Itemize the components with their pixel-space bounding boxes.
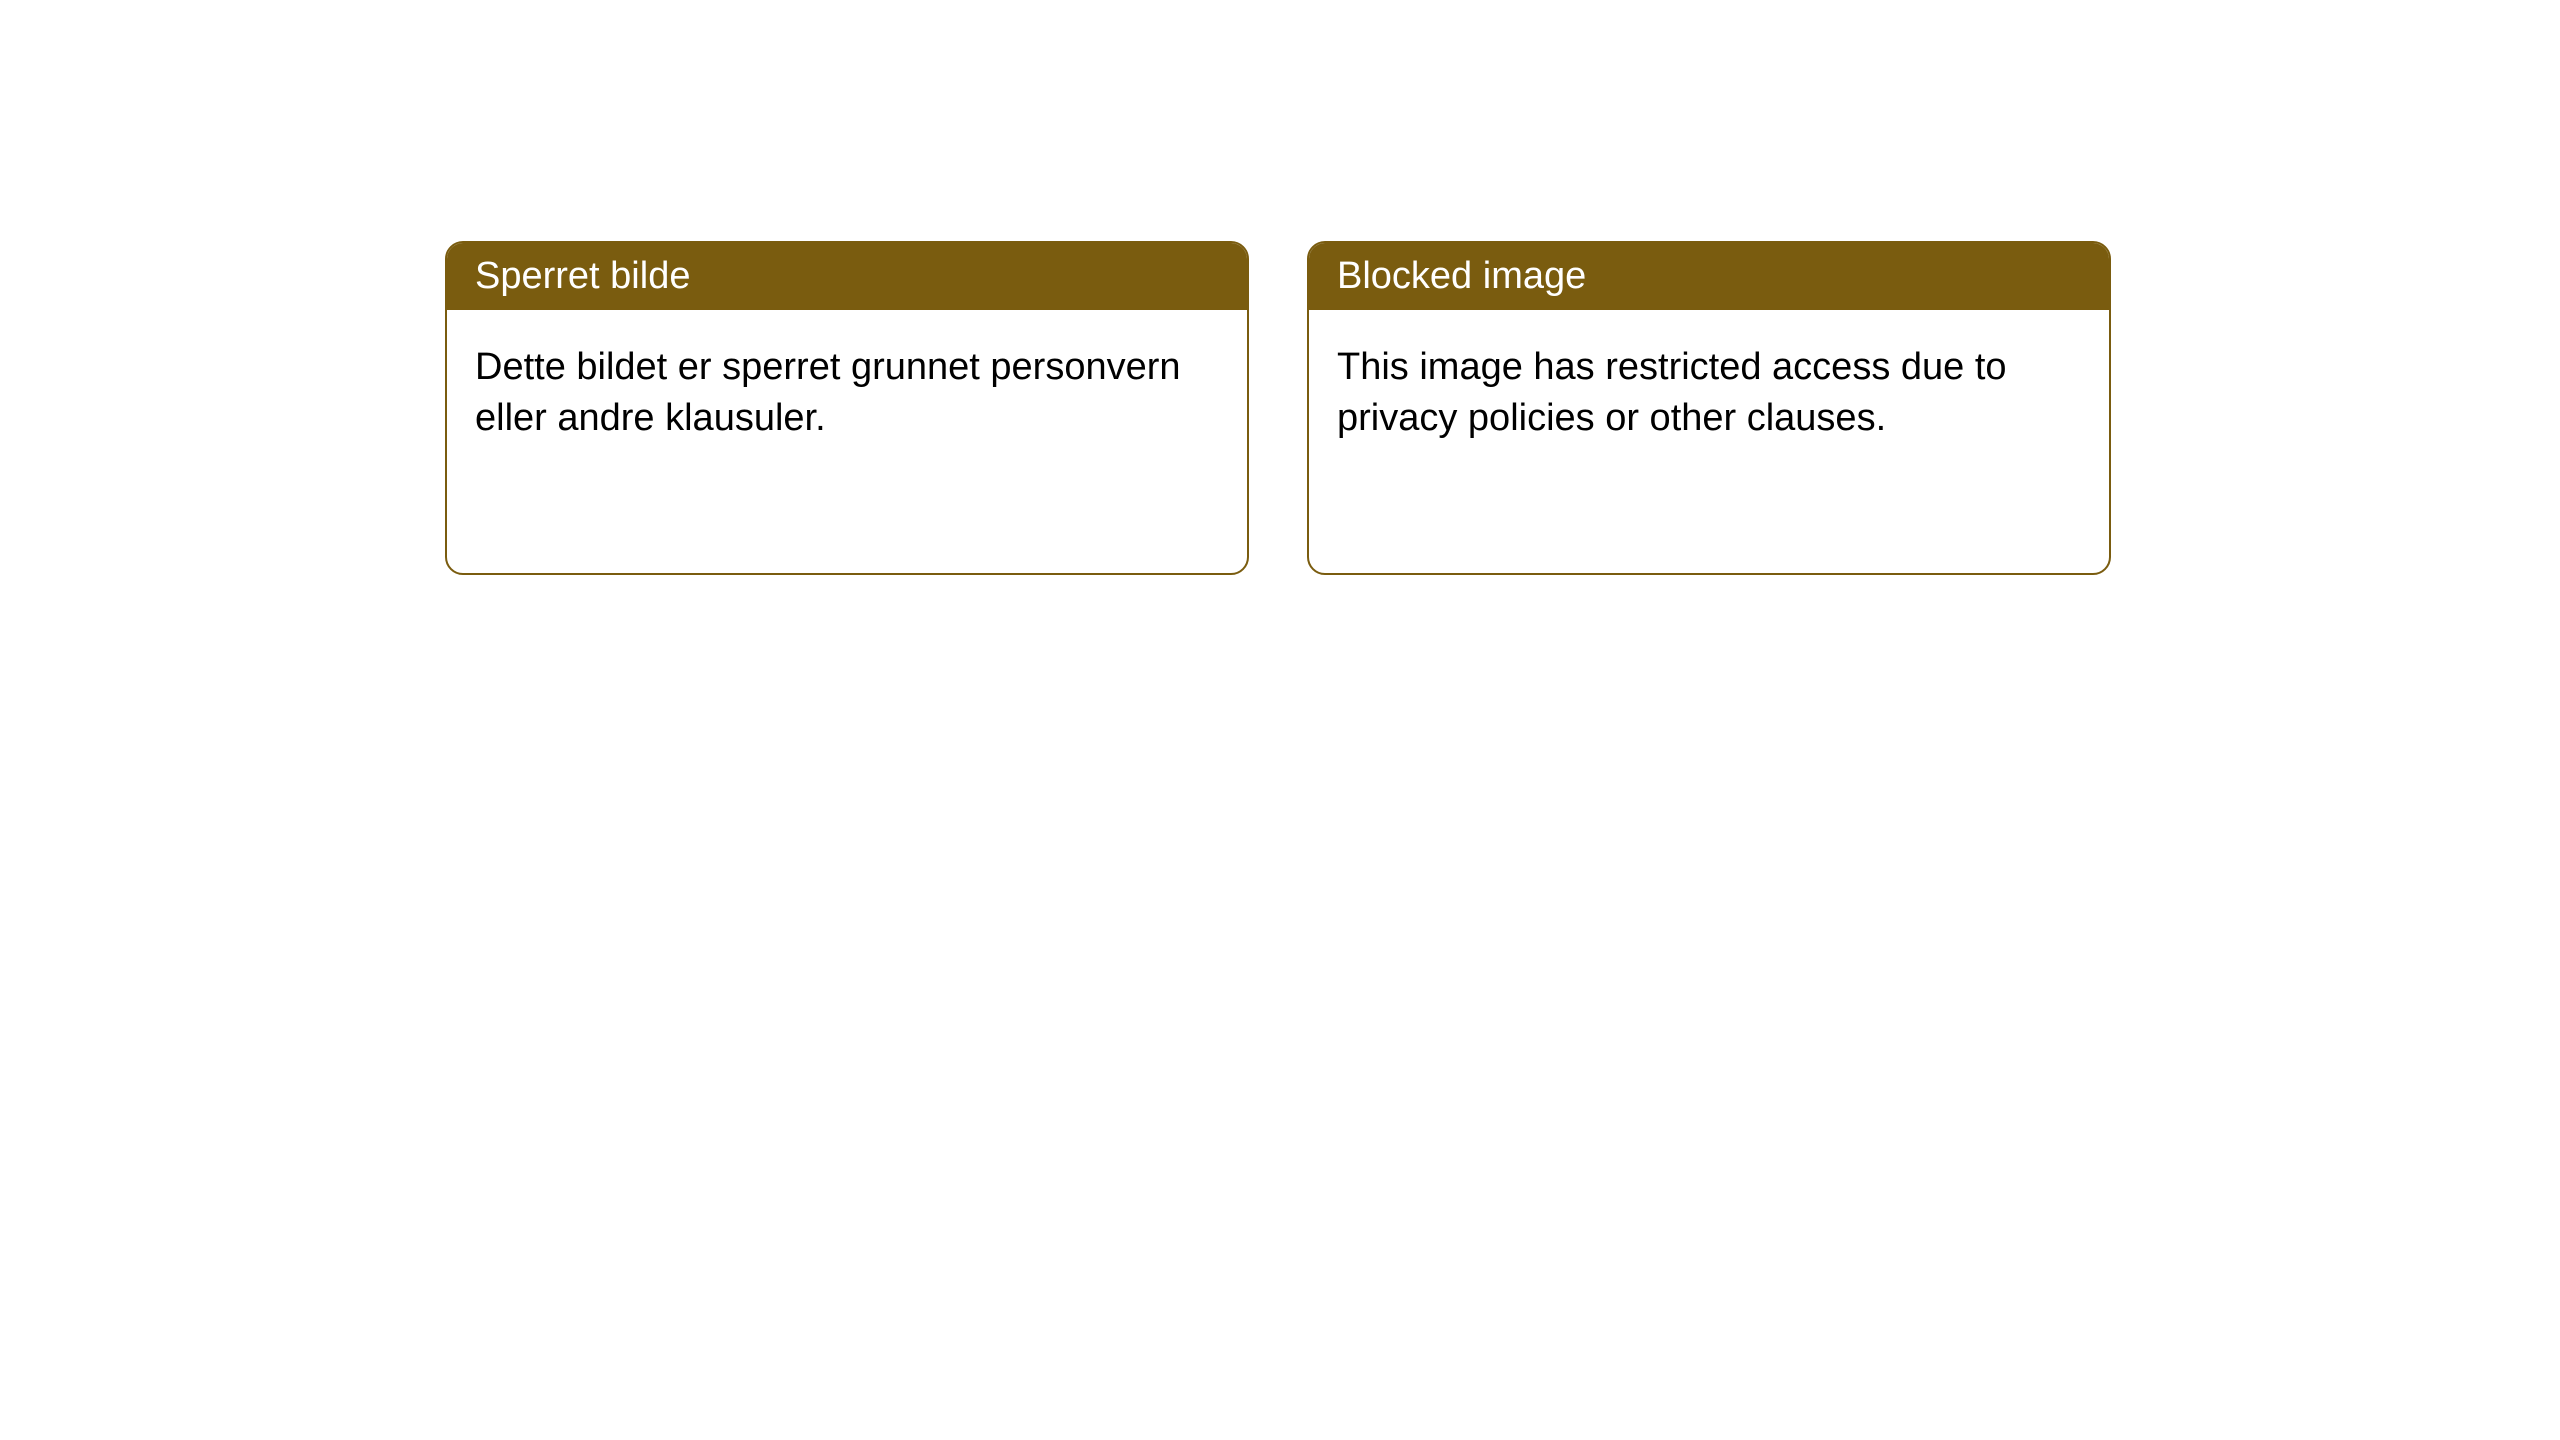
notice-card-english: Blocked image This image has restricted … (1307, 241, 2111, 575)
notice-container: Sperret bilde Dette bildet er sperret gr… (0, 0, 2560, 575)
notice-body: Dette bildet er sperret grunnet personve… (447, 310, 1247, 477)
notice-title: Sperret bilde (447, 243, 1247, 310)
notice-card-norwegian: Sperret bilde Dette bildet er sperret gr… (445, 241, 1249, 575)
notice-body: This image has restricted access due to … (1309, 310, 2109, 477)
notice-title: Blocked image (1309, 243, 2109, 310)
